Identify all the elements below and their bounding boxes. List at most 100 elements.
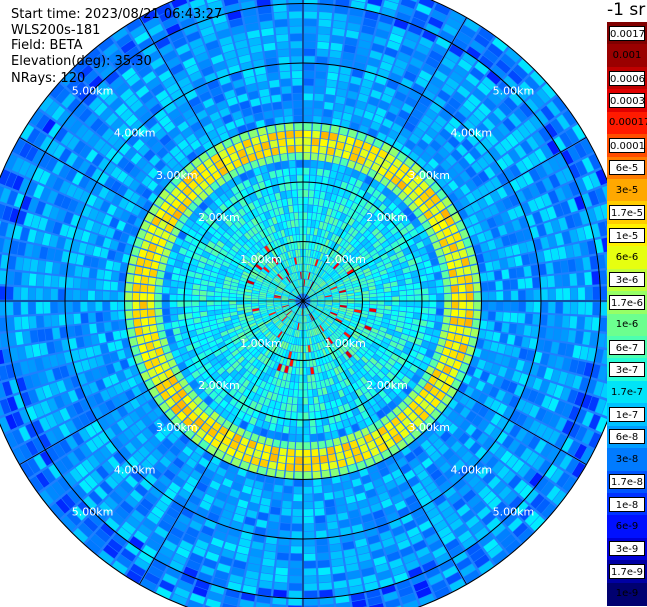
range-gate-cell: [514, 86, 529, 102]
range-gate-cell: [20, 124, 35, 140]
range-gate-cell: [441, 83, 455, 96]
range-gate-cell: [316, 244, 321, 252]
range-gate-cell: [511, 301, 519, 312]
range-gate-cell: [360, 208, 368, 217]
range-gate-cell: [342, 174, 351, 183]
range-gate-cell: [226, 342, 235, 349]
range-gate-cell: [251, 338, 259, 346]
range-gate-cell: [463, 119, 476, 132]
range-gate-cell: [439, 263, 448, 272]
range-gate-cell: [104, 322, 112, 332]
range-gate-cell: [210, 537, 224, 548]
range-gate-cell: [451, 285, 459, 293]
range-gate-cell: [249, 322, 257, 328]
range-gate-cell: [100, 522, 115, 537]
range-gate-cell: [353, 312, 361, 316]
range-gate-cell: [242, 243, 251, 251]
range-gate-cell: [333, 262, 340, 270]
range-gate-cell: [177, 313, 186, 321]
range-gate-cell: [403, 70, 417, 82]
range-gate-cell: [13, 287, 21, 300]
range-gate-cell: [269, 193, 276, 202]
range-gate-cell: [396, 152, 407, 163]
range-gate-cell: [293, 306, 299, 313]
range-gate-cell: [569, 359, 579, 373]
range-gate-cell: [52, 426, 65, 441]
range-gate-cell: [54, 340, 63, 353]
range-gate-cell: [311, 381, 317, 390]
range-gate-cell: [239, 280, 247, 286]
range-gate-cell: [322, 417, 329, 426]
range-gate-cell: [437, 63, 452, 76]
range-gate-cell: [585, 302, 593, 315]
range-gate-cell: [375, 563, 390, 574]
range-gate-cell: [38, 217, 48, 231]
range-gate-cell: [504, 222, 515, 234]
range-gate-cell: [273, 278, 280, 284]
range-gate-cell: [444, 253, 454, 262]
range-gate-cell: [314, 403, 320, 412]
range-gate-cell: [396, 343, 405, 351]
range-gate-cell: [312, 389, 318, 397]
range-gate-cell: [308, 290, 314, 296]
range-gate-cell: [225, 162, 235, 172]
range-gate-cell: [361, 474, 372, 485]
range-gate-cell: [83, 70, 99, 85]
range-gate-cell: [296, 280, 300, 287]
range-gate-cell: [281, 297, 289, 300]
range-gate-cell: [313, 493, 324, 501]
range-gate-cell: [9, 347, 19, 362]
range-gate-cell: [183, 338, 192, 346]
range-gate-cell: [95, 280, 104, 290]
range-gate-cell: [528, 404, 540, 418]
range-gate-cell: [353, 331, 361, 337]
range-gate-cell: [32, 343, 41, 357]
range-gate-cell: [222, 362, 231, 370]
range-gate-cell: [483, 49, 499, 64]
range-gate-cell: [67, 489, 82, 504]
range-gate-cell: [500, 53, 516, 68]
range-gate-cell: [305, 345, 309, 353]
range-gate-cell: [393, 264, 402, 271]
range-gate-cell: [471, 428, 483, 441]
range-gate-cell: [321, 238, 327, 246]
range-gate-cell: [496, 186, 508, 199]
range-gate-cell: [323, 255, 329, 263]
range-gate-cell: [361, 79, 374, 89]
range-gate-cell: [81, 230, 91, 243]
range-gate-cell: [72, 528, 89, 543]
range-gate-cell: [54, 460, 68, 475]
range-gate-cell: [244, 309, 252, 313]
range-gate-cell: [80, 278, 89, 289]
range-gate-cell: [325, 154, 334, 163]
range-gate-cell: [177, 514, 191, 526]
range-gate-cell: [329, 132, 338, 141]
range-gate-cell: [574, 195, 585, 211]
range-gate-cell: [491, 128, 505, 142]
range-gate-cell: [286, 310, 292, 316]
range-gate-cell: [356, 437, 366, 446]
range-gate-cell: [80, 290, 88, 301]
range-gate-cell: [117, 432, 129, 445]
range-gate-cell: [189, 169, 200, 179]
range-gate-cell: [390, 353, 399, 362]
range-gate-cell: [397, 381, 407, 390]
range-gate-cell: [58, 314, 67, 326]
range-gate-cell: [313, 198, 319, 206]
range-gate-cell: [340, 158, 349, 167]
range-gate-cell: [315, 358, 320, 366]
range-gate-cell: [560, 387, 571, 401]
range-gate-cell: [579, 377, 590, 392]
range-gate-cell: [21, 287, 29, 300]
range-gate-cell: [88, 208, 99, 221]
range-gate-cell: [371, 253, 380, 260]
range-gate-cell: [461, 335, 470, 345]
range-gate-cell: [261, 338, 268, 345]
range-gate-cell: [232, 159, 242, 169]
range-gate-cell: [289, 303, 296, 307]
range-gate-cell: [90, 534, 106, 549]
range-gate-cell: [206, 336, 215, 343]
range-gate-cell: [49, 382, 60, 396]
range-gate-cell: [129, 536, 144, 550]
range-gate-cell: [268, 334, 275, 341]
